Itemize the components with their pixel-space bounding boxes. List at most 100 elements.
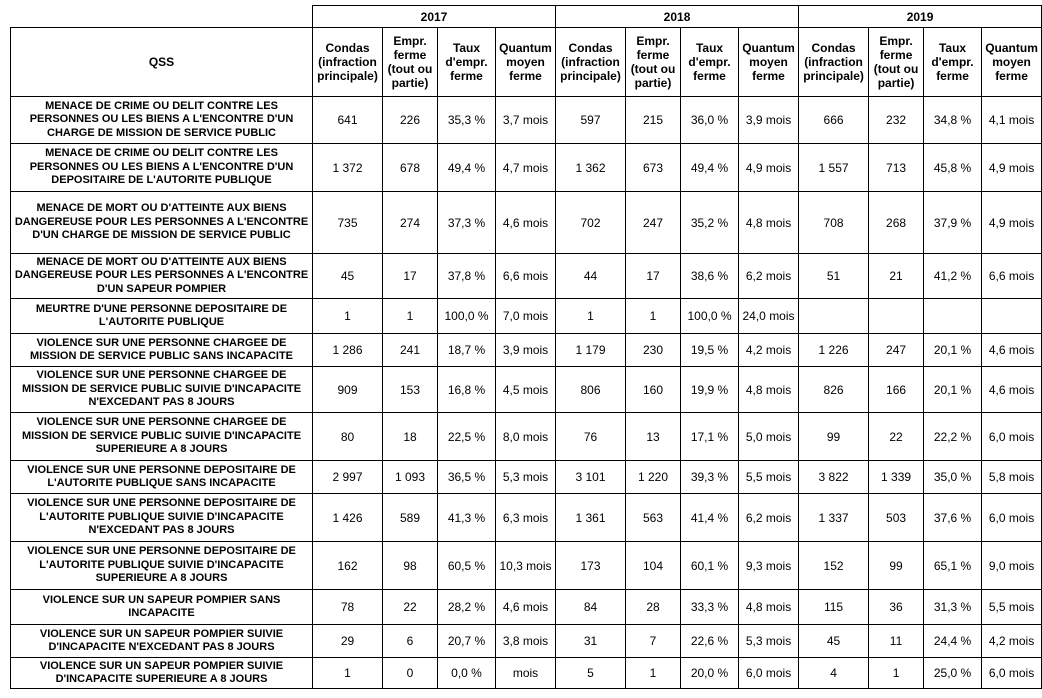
table-wrapper: 2017 2018 2019 QSS Condas (infraction princi… <box>10 5 1042 689</box>
value-cell: 45 <box>798 624 870 658</box>
value-cell: 5,8 mois <box>981 460 1042 494</box>
value-cell: 826 <box>798 366 870 413</box>
value-cell: 6,2 mois <box>738 493 800 542</box>
value-cell: 17 <box>625 253 682 299</box>
value-cell: 35,3 % <box>437 96 496 144</box>
value-cell: 274 <box>382 191 438 254</box>
value-cell: 673 <box>625 143 682 192</box>
value-cell: 1 <box>382 298 438 334</box>
value-cell: 22 <box>868 412 925 461</box>
corner-header: QSS <box>10 27 313 97</box>
empty-cell <box>981 298 1042 334</box>
value-cell: 4,9 mois <box>738 143 800 192</box>
value-cell: 1 <box>625 657 682 689</box>
value-cell: 1 <box>868 657 925 689</box>
value-cell: 9,3 mois <box>738 541 800 590</box>
value-cell: 597 <box>555 96 627 144</box>
value-cell: 5,0 mois <box>738 412 800 461</box>
value-cell: 909 <box>312 366 383 413</box>
value-cell: 702 <box>555 191 627 254</box>
data-row: MEURTRE D'UNE PERSONNE DEPOSITAIRE DE L'… <box>10 298 1042 334</box>
column-header: Taux d'empr. ferme <box>923 27 983 97</box>
column-header: Empr. ferme (tout ou partie) <box>382 27 438 97</box>
value-cell: 1 337 <box>798 493 870 542</box>
value-cell: mois <box>494 657 557 689</box>
column-header: Taux d'empr. ferme <box>437 27 496 97</box>
value-cell: 5,5 mois <box>981 589 1042 625</box>
value-cell: 162 <box>312 541 383 590</box>
row-label: MENACE DE MORT OU D'ATTEINTE AUX BIENS D… <box>10 191 313 254</box>
value-cell: 44 <box>555 253 627 299</box>
value-cell: 35,2 % <box>680 191 740 254</box>
value-cell: 6,6 mois <box>981 253 1042 299</box>
column-header: Condas (infraction principale) <box>555 27 627 97</box>
value-cell: 1 <box>312 298 383 334</box>
value-cell: 115 <box>798 589 870 625</box>
value-cell: 20,1 % <box>923 333 983 367</box>
row-label: VIOLENCE SUR UNE PERSONNE DEPOSITAIRE DE… <box>10 493 313 542</box>
value-cell: 226 <box>382 96 438 144</box>
value-cell: 33,3 % <box>680 589 740 625</box>
value-cell: 1 220 <box>625 460 682 494</box>
data-row: MENACE DE MORT OU D'ATTEINTE AUX BIENS D… <box>10 253 1042 299</box>
value-cell: 247 <box>868 333 925 367</box>
value-cell: 41,2 % <box>923 253 983 299</box>
value-cell: 38,6 % <box>680 253 740 299</box>
value-cell: 4,9 mois <box>981 143 1042 192</box>
data-row: VIOLENCE SUR UNE PERSONNE CHARGEE DE MIS… <box>10 366 1042 413</box>
value-cell: 41,4 % <box>680 493 740 542</box>
empty-cell <box>923 298 983 334</box>
row-label: VIOLENCE SUR UN SAPEUR POMPIER SUIVIE D'… <box>10 624 313 658</box>
value-cell: 2 997 <box>312 460 383 494</box>
value-cell: 100,0 % <box>437 298 496 334</box>
value-cell: 6,0 mois <box>981 493 1042 542</box>
column-header: Quantum moyen ferme <box>494 27 557 97</box>
value-cell: 4,6 mois <box>981 366 1042 413</box>
value-cell: 3 101 <box>555 460 627 494</box>
value-cell: 22 <box>382 589 438 625</box>
value-cell: 4,5 mois <box>494 366 557 413</box>
value-cell: 99 <box>798 412 870 461</box>
value-cell: 7 <box>625 624 682 658</box>
data-row: VIOLENCE SUR UNE PERSONNE DEPOSITAIRE DE… <box>10 541 1042 590</box>
value-cell: 104 <box>625 541 682 590</box>
value-cell: 31 <box>555 624 627 658</box>
row-label: VIOLENCE SUR UN SAPEUR POMPIER SANS INCA… <box>10 589 313 625</box>
value-cell: 735 <box>312 191 383 254</box>
value-cell: 589 <box>382 493 438 542</box>
value-cell: 80 <box>312 412 383 461</box>
value-cell: 806 <box>555 366 627 413</box>
data-row: VIOLENCE SUR UNE PERSONNE CHARGEE DE MIS… <box>10 412 1042 461</box>
value-cell: 1 <box>555 298 627 334</box>
row-label: VIOLENCE SUR UNE PERSONNE DEPOSITAIRE DE… <box>10 541 313 590</box>
value-cell: 4 <box>798 657 870 689</box>
empty-cell <box>868 298 925 334</box>
value-cell: 1 226 <box>798 333 870 367</box>
value-cell: 247 <box>625 191 682 254</box>
value-cell: 4,8 mois <box>738 191 800 254</box>
column-header: Quantum moyen ferme <box>981 27 1042 97</box>
value-cell: 160 <box>625 366 682 413</box>
value-cell: 45,8 % <box>923 143 983 192</box>
value-cell: 8,0 mois <box>494 412 557 461</box>
data-row: MENACE DE MORT OU D'ATTEINTE AUX BIENS D… <box>10 191 1042 254</box>
row-label: VIOLENCE SUR UNE PERSONNE CHARGEE DE MIS… <box>10 333 313 367</box>
value-cell: 6 <box>382 624 438 658</box>
value-cell: 1 426 <box>312 493 383 542</box>
value-cell: 4,2 mois <box>738 333 800 367</box>
data-row: VIOLENCE SUR UN SAPEUR POMPIER SUIVIE D'… <box>10 657 1042 689</box>
value-cell: 0 <box>382 657 438 689</box>
value-cell: 7,0 mois <box>494 298 557 334</box>
value-cell: 232 <box>868 96 925 144</box>
value-cell: 37,3 % <box>437 191 496 254</box>
value-cell: 1 361 <box>555 493 627 542</box>
value-cell: 6,3 mois <box>494 493 557 542</box>
value-cell: 24,0 mois <box>738 298 800 334</box>
value-cell: 36,5 % <box>437 460 496 494</box>
value-cell: 24,4 % <box>923 624 983 658</box>
value-cell: 666 <box>798 96 870 144</box>
value-cell: 28 <box>625 589 682 625</box>
value-cell: 153 <box>382 366 438 413</box>
value-cell: 17,1 % <box>680 412 740 461</box>
